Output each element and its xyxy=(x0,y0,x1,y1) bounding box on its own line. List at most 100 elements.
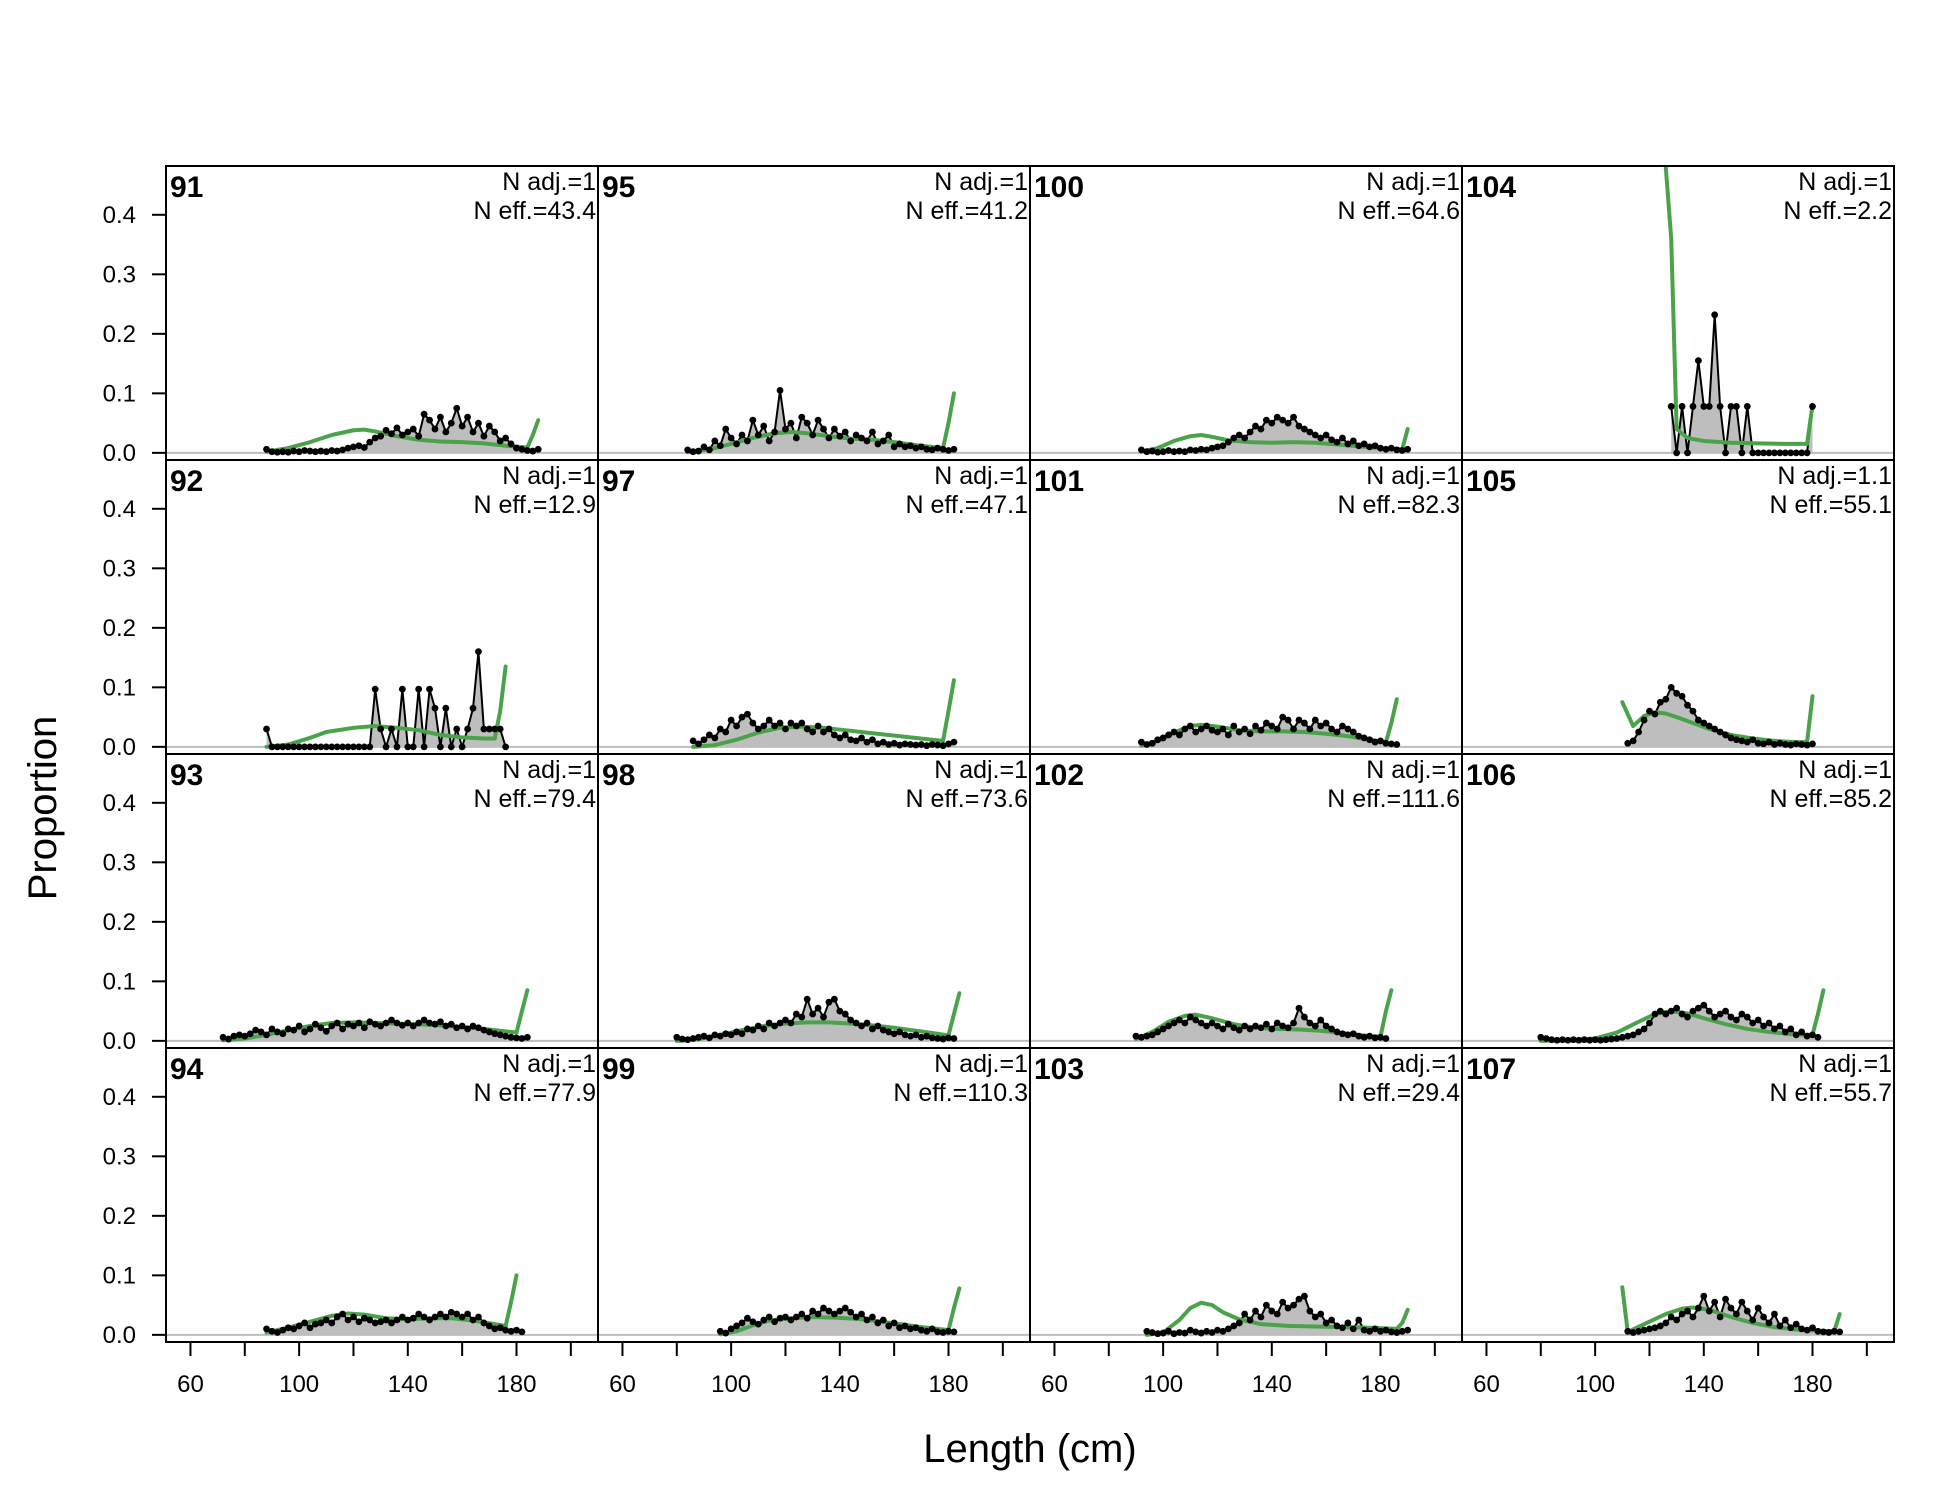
observed-point xyxy=(1295,422,1303,430)
observed-point xyxy=(885,1322,893,1330)
observed-point xyxy=(950,1328,958,1336)
observed-point xyxy=(1306,428,1314,436)
observed-point xyxy=(901,1322,909,1330)
observed-point xyxy=(836,1007,844,1015)
panel-id-label: 91 xyxy=(170,171,203,204)
observed-point xyxy=(1262,1020,1270,1028)
observed-point xyxy=(722,1030,730,1038)
observed-point xyxy=(1339,1324,1346,1332)
panel-n-eff-label: N eff.=55.1 xyxy=(1769,491,1892,519)
observed-point xyxy=(360,743,368,751)
observed-point xyxy=(945,740,952,748)
observed-point xyxy=(858,1310,865,1318)
observed-point xyxy=(803,1314,811,1322)
observed-point xyxy=(295,1022,303,1030)
observed-point xyxy=(1792,1320,1800,1328)
observed-point xyxy=(496,725,504,733)
observed-point xyxy=(928,446,936,454)
observed-point xyxy=(771,722,779,730)
observed-point xyxy=(760,722,768,730)
observed-point xyxy=(1798,1325,1806,1333)
observed-point xyxy=(1814,1033,1822,1041)
observed-point xyxy=(1355,732,1363,740)
observed-point xyxy=(711,1031,719,1039)
panel-id-label: 101 xyxy=(1034,465,1084,498)
observed-point xyxy=(360,1024,368,1032)
observed-point xyxy=(749,1318,757,1326)
observed-point xyxy=(1186,1326,1194,1334)
observed-point xyxy=(934,1035,942,1042)
observed-point xyxy=(1181,448,1189,456)
observed-point xyxy=(1328,1025,1335,1033)
observed-point xyxy=(1279,1298,1287,1306)
observed-point xyxy=(377,1022,385,1030)
observed-point xyxy=(301,1319,308,1327)
observed-point xyxy=(945,1034,952,1042)
observed-point xyxy=(1771,1310,1778,1318)
observed-point xyxy=(1176,731,1183,739)
observed-point xyxy=(1404,445,1412,453)
observed-point xyxy=(1569,1036,1577,1044)
panel-n-eff-label: N eff.=29.4 xyxy=(1337,1079,1460,1107)
observed-point xyxy=(792,1010,800,1018)
observed-point xyxy=(1727,403,1735,410)
panel-n-adj-label: N adj.=1 xyxy=(934,168,1028,196)
observed-point xyxy=(1301,425,1308,433)
y-tick-label: 0.4 xyxy=(103,1084,136,1111)
observed-point xyxy=(1694,1004,1702,1012)
observed-point xyxy=(1743,738,1751,746)
observed-point xyxy=(1705,1307,1713,1315)
observed-point xyxy=(684,1036,692,1044)
observed-point xyxy=(945,1327,952,1335)
observed-point xyxy=(1673,1316,1681,1324)
observed-point xyxy=(874,740,882,748)
observed-point xyxy=(1235,1319,1243,1327)
observed-point xyxy=(1241,1310,1249,1318)
observed-point xyxy=(1284,1304,1292,1312)
observed-point xyxy=(1257,1313,1265,1321)
observed-point xyxy=(1371,442,1379,450)
observed-point xyxy=(863,1316,871,1324)
observed-point xyxy=(366,1316,374,1324)
observed-point xyxy=(1257,726,1265,734)
observed-point xyxy=(1137,1033,1145,1041)
observed-point xyxy=(442,704,450,712)
observed-point xyxy=(1344,725,1352,733)
observed-point xyxy=(534,445,542,453)
observed-point xyxy=(480,432,488,440)
observed-point xyxy=(398,685,406,693)
observed-point xyxy=(841,1304,849,1312)
observed-point xyxy=(1203,722,1211,730)
observed-point xyxy=(830,995,838,1003)
observed-point xyxy=(1224,731,1232,739)
observed-point xyxy=(1301,1292,1308,1300)
observed-point xyxy=(1268,1025,1276,1033)
observed-point xyxy=(814,416,822,424)
observed-point xyxy=(1366,1327,1374,1335)
observed-point xyxy=(328,447,336,454)
observed-point xyxy=(689,1035,697,1042)
observed-point xyxy=(1749,1316,1757,1324)
observed-point xyxy=(1382,1326,1390,1334)
observed-point xyxy=(1170,1019,1178,1027)
observed-point xyxy=(695,447,702,455)
observed-point xyxy=(1333,1322,1341,1330)
observed-point xyxy=(1629,1031,1637,1039)
y-tick-label: 0.0 xyxy=(103,440,136,467)
observed-point xyxy=(475,648,482,656)
observed-point xyxy=(684,446,692,454)
x-tick-label: 100 xyxy=(279,1371,319,1398)
observed-point xyxy=(1317,1310,1325,1318)
observed-point xyxy=(437,743,444,751)
observed-point xyxy=(1830,1327,1838,1335)
observed-point xyxy=(830,425,838,433)
observed-point xyxy=(1803,449,1811,457)
panel-n-adj-label: N adj.=1 xyxy=(1366,168,1460,196)
y-tick-label: 0.2 xyxy=(103,909,136,936)
x-tick-label: 60 xyxy=(177,1371,204,1398)
panel-plot-area xyxy=(1462,1285,1894,1336)
observed-point xyxy=(847,736,855,744)
observed-point xyxy=(1246,1025,1254,1033)
observed-point xyxy=(1787,1324,1795,1332)
observed-point xyxy=(1754,1304,1762,1312)
